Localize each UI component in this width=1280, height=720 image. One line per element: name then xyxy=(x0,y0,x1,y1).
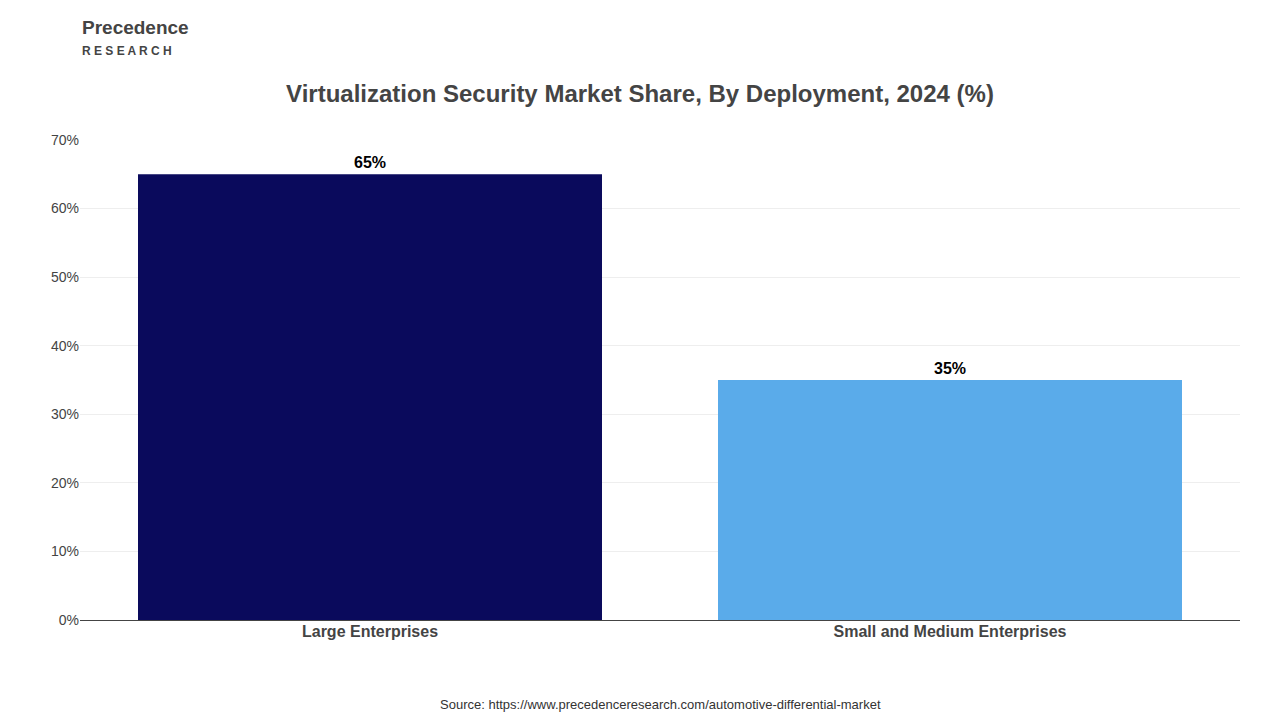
svg-text:10%: 10% xyxy=(51,543,79,559)
svg-text:R E S E A R C H: R E S E A R C H xyxy=(82,44,172,58)
svg-text:0%: 0% xyxy=(59,612,79,628)
svg-text:50%: 50% xyxy=(51,269,79,285)
svg-text:20%: 20% xyxy=(51,475,79,491)
svg-text:30%: 30% xyxy=(51,406,79,422)
svg-text:Small and Medium Enterprises: Small and Medium Enterprises xyxy=(834,623,1067,640)
svg-text:60%: 60% xyxy=(51,200,79,216)
svg-text:Source: https://www.precedence: Source: https://www.precedenceresearch.c… xyxy=(440,697,881,712)
svg-text:Large Enterprises: Large Enterprises xyxy=(302,623,438,640)
svg-text:35%: 35% xyxy=(934,360,966,377)
svg-text:Virtualization Security Market: Virtualization Security Market Share, By… xyxy=(286,80,994,107)
svg-text:Precedence: Precedence xyxy=(82,17,189,38)
svg-text:40%: 40% xyxy=(51,338,79,354)
svg-text:65%: 65% xyxy=(354,154,386,171)
svg-text:70%: 70% xyxy=(51,132,79,148)
